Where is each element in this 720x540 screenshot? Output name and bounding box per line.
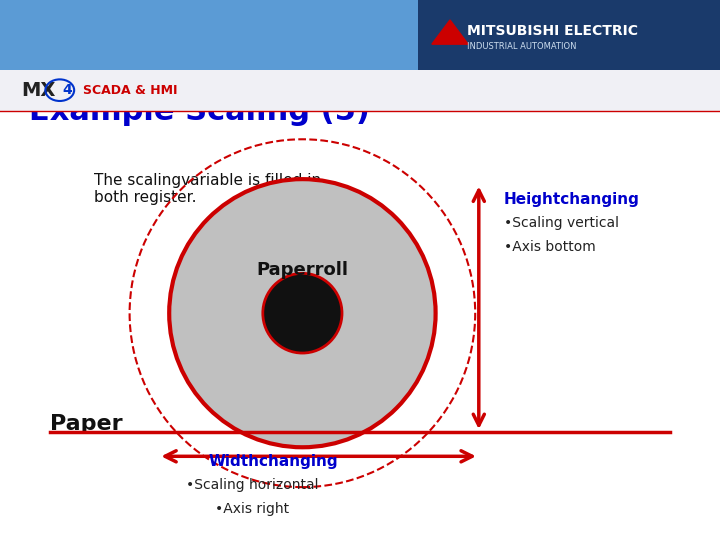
Text: MX: MX	[22, 80, 56, 100]
Text: INDUSTRIAL AUTOMATION: INDUSTRIAL AUTOMATION	[467, 43, 576, 51]
Ellipse shape	[169, 179, 436, 447]
Text: SCADA & HMI: SCADA & HMI	[83, 84, 177, 97]
Text: Widthchanging: Widthchanging	[209, 454, 338, 469]
Text: MITSUBISHI ELECTRIC: MITSUBISHI ELECTRIC	[467, 24, 638, 38]
Text: Paper: Paper	[50, 414, 123, 434]
Text: Paperroll: Paperroll	[256, 261, 348, 279]
Text: •Axis bottom: •Axis bottom	[504, 240, 595, 254]
Text: The scalingvariable is filled in
both register.: The scalingvariable is filled in both re…	[94, 173, 320, 205]
Ellipse shape	[263, 273, 342, 353]
Text: •Scaling horizontal: •Scaling horizontal	[186, 478, 318, 492]
Bar	[418, 0, 720, 70]
Text: 4: 4	[63, 83, 73, 97]
Polygon shape	[432, 20, 468, 44]
Text: •Axis right: •Axis right	[215, 502, 289, 516]
Text: Heightchanging: Heightchanging	[504, 192, 640, 207]
Bar	[0, 70, 720, 111]
Text: Example Scaling (5): Example Scaling (5)	[29, 97, 369, 126]
Text: •Scaling vertical: •Scaling vertical	[504, 216, 619, 230]
Bar	[0, 0, 720, 70]
